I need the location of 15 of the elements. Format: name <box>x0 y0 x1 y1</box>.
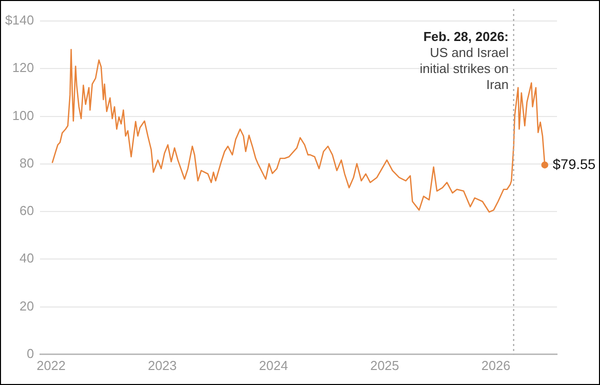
x-tick-label: 2026 <box>481 358 510 373</box>
y-tick-label: 100 <box>12 108 34 123</box>
y-tick-label: 60 <box>20 203 34 218</box>
y-tick-label: 40 <box>20 250 34 266</box>
annotation: $79.55 <box>552 156 596 172</box>
y-tick-label: 0 <box>26 346 34 361</box>
y-tick-label: 120 <box>12 60 34 76</box>
ref-line-label: Feb. 28, 2026: US and Israel initial strikes on Iran <box>420 29 509 92</box>
y-tick-label: 80 <box>20 155 34 170</box>
x-tick-label: 2022 <box>36 358 66 373</box>
x-tick-label: 2024 <box>259 358 288 373</box>
x-tick-label: 2025 <box>370 358 400 373</box>
y-tick-label: $140 <box>5 12 34 28</box>
y-tick-label: 20 <box>20 298 34 314</box>
x-tick-label: 2023 <box>148 358 177 373</box>
